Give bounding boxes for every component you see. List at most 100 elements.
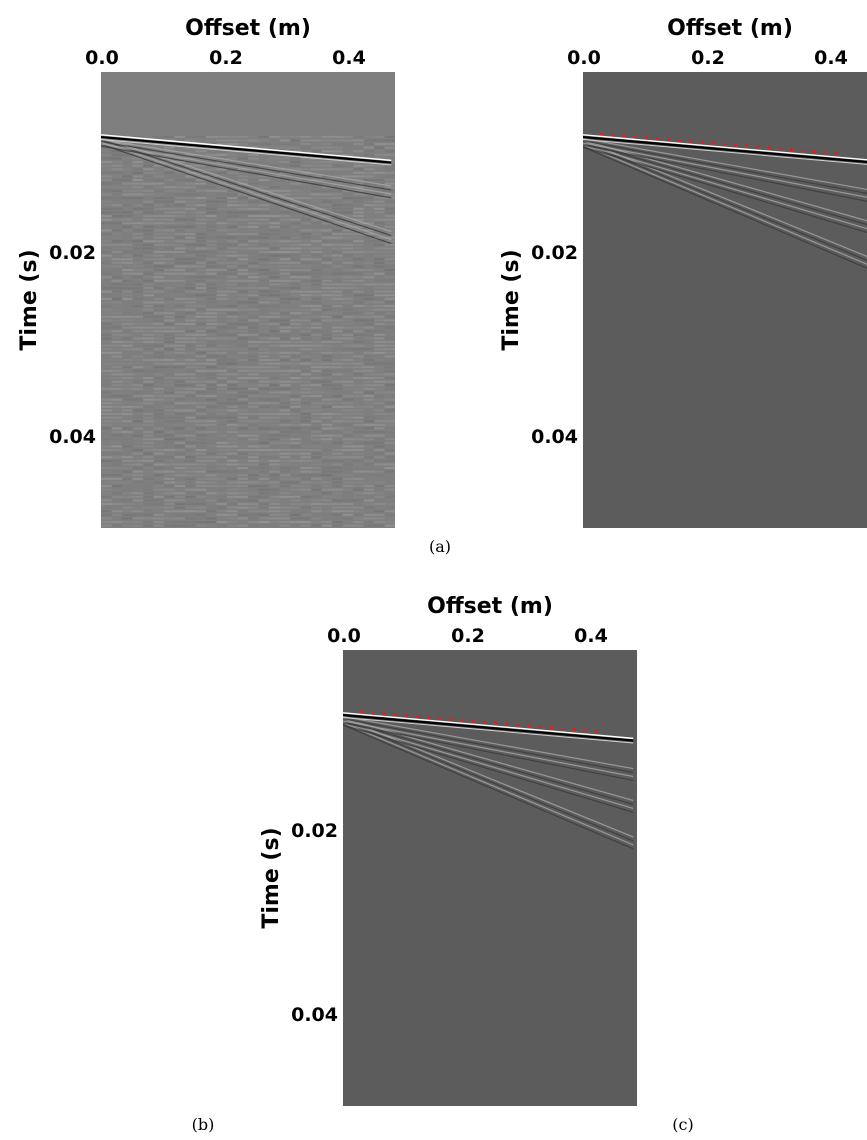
noise-cell [321,207,333,210]
noise-cell [185,139,196,142]
noise-cell [269,308,280,311]
noise-cell [311,261,322,264]
pick-point [415,714,419,719]
noise-cell [342,398,354,401]
noise-cell [321,319,333,322]
noise-cell [384,423,395,426]
noise-cell [111,215,123,218]
noise-cell [342,308,354,311]
noise-cell [237,481,249,484]
noise-cell [363,474,375,477]
noise-cell [374,416,385,419]
noise-cell [237,380,249,383]
noise-cell [132,179,144,182]
noise-cell [279,308,291,311]
noise-cell [290,438,301,441]
noise-cell [300,456,312,459]
noise-cell [311,269,322,272]
noise-cell [206,438,217,441]
noise-cell [164,351,175,354]
noise-cell [111,258,123,261]
noise-cell [384,175,395,178]
noise-cell [374,402,385,405]
noise-cell [248,416,259,419]
noise-cell [321,236,333,239]
noise-cell [111,153,123,156]
noise-cell [332,150,343,153]
noise-cell [279,143,291,146]
noise-cell [174,319,186,322]
noise-cell [111,348,123,351]
noise-cell [342,171,354,174]
noise-cell [132,197,144,200]
noise-cell [164,384,175,387]
noise-cell [258,251,270,254]
noise-cell [269,369,280,372]
noise-cell [353,431,364,434]
noise-cell [195,510,207,513]
noise-cell [122,312,133,315]
noise-cell [237,434,249,437]
noise-cell [111,204,123,207]
noise-cell [332,168,343,171]
noise-cell [216,290,228,293]
noise-cell [174,254,186,257]
noise-cell [279,503,291,506]
noise-cell [300,254,312,257]
noise-cell [237,366,249,369]
noise-cell [321,211,333,214]
noise-cell [279,193,291,196]
noise-cell [332,240,343,243]
noise-cell [300,312,312,315]
noise-cell [300,243,312,246]
noise-cell [258,236,270,239]
noise-cell [101,164,112,167]
noise-cell [101,168,112,171]
noise-cell [269,290,280,293]
noise-cell [384,351,395,354]
noise-cell [374,319,385,322]
noise-cell [111,207,123,210]
noise-cell [143,337,154,340]
noise-cell [374,261,385,264]
noise-cell [111,251,123,254]
pick-point [561,726,565,731]
noise-cell [374,391,385,394]
noise-cell [353,351,364,354]
noise-cell [290,139,301,142]
noise-cell [342,294,354,297]
noise-cell [300,319,312,322]
noise-cell [143,315,154,318]
noise-cell [269,470,280,473]
noise-cell [321,157,333,160]
noise-cell [122,416,133,419]
noise-cell [311,481,322,484]
noise-cell [153,402,165,405]
noise-cell [185,441,196,444]
noise-cell [363,200,375,203]
noise-cell [300,499,312,502]
noise-cell [290,517,301,520]
noise-cell [132,175,144,178]
noise-cell [279,326,291,329]
noise-cell [363,377,375,380]
noise-cell [143,200,154,203]
noise-cell [216,182,228,185]
noise-cell [132,200,144,203]
noise-cell [269,405,280,408]
noise-cell [195,470,207,473]
noise-cell [101,524,112,527]
noise-cell [248,315,259,318]
noise-cell [111,272,123,275]
noise-cell [237,222,249,225]
noise-cell [384,254,395,257]
noise-cell [248,294,259,297]
noise-cell [258,456,270,459]
noise-cell [227,225,238,228]
noise-cell [185,164,196,167]
noise-cell [311,517,322,520]
noise-cell [122,402,133,405]
noise-cell [132,380,144,383]
noise-cell [353,294,364,297]
noise-cell [153,308,165,311]
